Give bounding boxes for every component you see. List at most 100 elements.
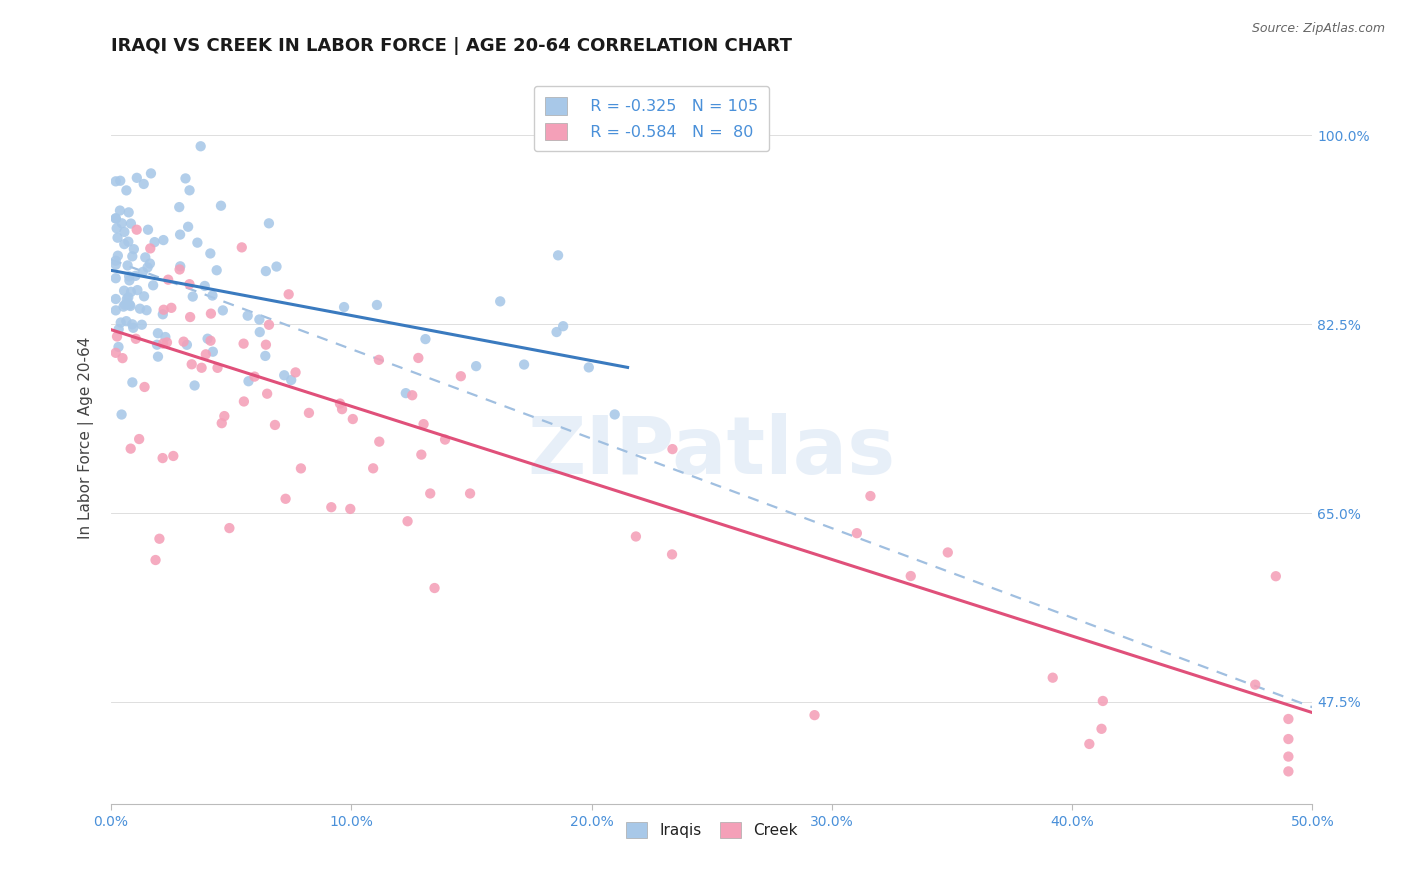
Point	[342, 412, 364, 426]
Point	[197, 332, 219, 346]
Point	[273, 368, 295, 383]
Point	[330, 402, 353, 417]
Point	[122, 321, 145, 335]
Point	[423, 581, 446, 595]
Point	[146, 350, 169, 364]
Point	[115, 183, 138, 197]
Point	[367, 352, 389, 367]
Point	[201, 288, 224, 302]
Y-axis label: In Labor Force | Age 20-64: In Labor Force | Age 20-64	[79, 336, 94, 539]
Point	[174, 171, 197, 186]
Text: IRAQI VS CREEK IN LABOR FORCE | AGE 20-64 CORRELATION CHART: IRAQI VS CREEK IN LABOR FORCE | AGE 20-6…	[111, 37, 792, 55]
Point	[118, 298, 141, 312]
Point	[578, 360, 600, 375]
Point	[845, 526, 868, 541]
Point	[1244, 678, 1267, 692]
Point	[1277, 764, 1299, 779]
Point	[120, 442, 142, 456]
Point	[104, 258, 127, 272]
Point	[434, 433, 457, 447]
Point	[110, 174, 132, 188]
Point	[120, 285, 142, 299]
Point	[1264, 569, 1286, 583]
Text: ZIPatlas: ZIPatlas	[527, 413, 896, 491]
Point	[120, 299, 142, 313]
Point	[125, 332, 148, 346]
Point	[450, 369, 472, 384]
Point	[329, 396, 352, 410]
Point	[152, 307, 174, 321]
Point	[274, 491, 297, 506]
Point	[803, 708, 825, 723]
Point	[859, 489, 882, 503]
Point	[368, 434, 391, 449]
Point	[135, 303, 157, 318]
Point	[236, 309, 259, 323]
Point	[120, 217, 142, 231]
Point	[264, 417, 287, 432]
Point	[211, 416, 233, 430]
Point	[177, 219, 200, 234]
Point	[553, 319, 575, 334]
Point	[105, 221, 128, 235]
Point	[104, 211, 127, 226]
Point	[104, 303, 127, 318]
Point	[183, 378, 205, 392]
Point	[211, 303, 233, 318]
Point	[290, 461, 312, 475]
Point	[107, 249, 129, 263]
Point	[107, 230, 129, 244]
Point	[186, 235, 208, 250]
Point	[1277, 749, 1299, 764]
Point	[1091, 694, 1114, 708]
Point	[112, 237, 135, 252]
Point	[118, 205, 141, 219]
Point	[205, 263, 228, 277]
Point	[143, 235, 166, 249]
Point	[112, 225, 135, 239]
Point	[194, 347, 217, 361]
Point	[146, 326, 169, 341]
Point	[232, 394, 254, 409]
Point	[148, 532, 170, 546]
Point	[254, 337, 277, 351]
Point	[125, 170, 148, 185]
Point	[121, 318, 143, 332]
Point	[176, 338, 198, 352]
Point	[121, 249, 143, 263]
Point	[115, 314, 138, 328]
Point	[121, 376, 143, 390]
Point	[179, 183, 201, 197]
Point	[117, 235, 139, 249]
Point	[114, 298, 136, 312]
Point	[139, 166, 162, 180]
Point	[936, 545, 959, 559]
Point	[231, 240, 253, 254]
Point	[115, 297, 138, 311]
Point	[547, 248, 569, 262]
Point	[108, 203, 131, 218]
Point	[111, 216, 134, 230]
Point	[111, 351, 134, 366]
Point	[284, 365, 307, 379]
Point	[401, 388, 423, 402]
Point	[513, 358, 536, 372]
Point	[104, 174, 127, 188]
Point	[546, 325, 568, 339]
Point	[1090, 722, 1112, 736]
Point	[152, 336, 174, 351]
Point	[167, 200, 190, 214]
Point	[419, 486, 441, 500]
Point	[132, 289, 155, 303]
Point	[157, 273, 180, 287]
Point	[254, 349, 277, 363]
Point	[408, 351, 430, 365]
Point	[107, 322, 129, 336]
Point	[1277, 712, 1299, 726]
Point	[218, 521, 240, 535]
Point	[200, 307, 222, 321]
Point	[107, 340, 129, 354]
Point	[412, 417, 434, 431]
Point	[110, 408, 132, 422]
Point	[160, 301, 183, 315]
